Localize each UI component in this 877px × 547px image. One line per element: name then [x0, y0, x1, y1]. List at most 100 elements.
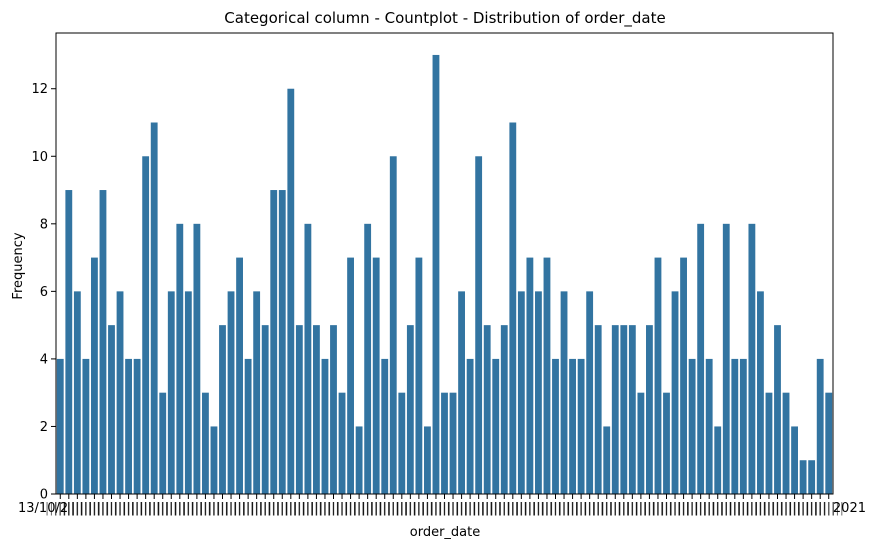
y-tick-label: 0	[40, 488, 48, 503]
x-tick-label: |||||||	[164, 501, 195, 516]
bar	[731, 358, 739, 494]
x-tick-label: |||||||	[506, 501, 537, 516]
x-tick-label: |||||||	[207, 501, 238, 516]
x-axis-label: order_date	[410, 525, 480, 540]
y-axis: 0 2 4 6 8 10 12	[31, 82, 56, 503]
y-tick-label: 4	[40, 352, 48, 367]
x-tick-label: |||||||	[600, 501, 631, 516]
bar	[108, 325, 115, 494]
x-tick-label-first: 13/10/2	[18, 501, 68, 516]
bar	[150, 122, 158, 494]
bar	[603, 426, 611, 494]
bar	[313, 325, 320, 494]
x-tick-label: |||||||	[233, 501, 264, 516]
bar	[594, 325, 602, 494]
bar	[475, 156, 483, 494]
x-tick-label: |||||||	[779, 501, 810, 516]
bar	[261, 325, 269, 494]
bar	[646, 325, 653, 494]
x-tick-label: |||||||	[122, 501, 153, 516]
x-tick-label: |||||||	[771, 501, 802, 516]
x-tick-label: |||||||	[386, 501, 417, 516]
bar	[398, 392, 406, 494]
x-tick-label: |||||||	[216, 501, 247, 516]
bar	[458, 291, 465, 494]
x-tick-label: |||||||	[173, 501, 204, 516]
bar	[202, 392, 209, 494]
x-tick-label: |||||||	[634, 501, 665, 516]
x-tick-label: |||||||	[395, 501, 426, 516]
x-tick-label: |||||||	[668, 501, 699, 516]
x-tick-label: |||||||	[438, 501, 469, 516]
bar	[253, 291, 261, 494]
bar	[586, 291, 594, 494]
bar	[176, 223, 184, 494]
bar	[219, 325, 226, 494]
bar	[492, 358, 500, 494]
x-tick-label: |||||||	[62, 501, 93, 516]
x-tick-label: |||||||	[258, 501, 289, 516]
x-tick-label: |||||||	[275, 501, 306, 516]
x-tick-label: |||||||	[344, 501, 375, 516]
bar	[65, 190, 73, 495]
x-tick-label: |||||||	[130, 501, 161, 516]
x-tick-label: |||||||	[190, 501, 221, 516]
x-tick-label: |||||||	[335, 501, 366, 516]
bar	[748, 223, 756, 494]
bar	[381, 358, 389, 494]
y-tick-label: 2	[40, 420, 48, 435]
x-tick-label: |||||||	[369, 501, 400, 516]
x-tick-label: |||||||	[182, 501, 213, 516]
y-tick-label: 12	[31, 82, 48, 97]
bar	[654, 257, 662, 494]
x-tick-label: |||||||	[523, 501, 554, 516]
x-tick-label: |||||||	[745, 501, 776, 516]
x-tick-label: |||||||	[651, 501, 682, 516]
x-tick-label: |||||||	[71, 501, 102, 516]
x-tick-label: |||||||	[574, 501, 605, 516]
bar	[330, 325, 337, 494]
bar	[278, 190, 286, 495]
x-tick-label: |||||||	[45, 501, 76, 516]
bar	[441, 392, 448, 494]
bar	[116, 291, 124, 494]
x-tick-label: |||||||	[489, 501, 520, 516]
x-tick-label: |||||||	[813, 501, 844, 516]
x-tick-label: |||||||	[694, 501, 725, 516]
bar	[424, 426, 431, 494]
bar	[705, 358, 713, 494]
x-tick-label: |||||||	[737, 501, 768, 516]
bar	[338, 392, 346, 494]
y-tick-label: 10	[31, 150, 48, 165]
bar	[415, 257, 423, 494]
x-tick-label: |||||||	[352, 501, 383, 516]
bar	[509, 122, 517, 494]
x-tick-label: |||||||	[446, 501, 477, 516]
y-tick-label: 6	[40, 285, 48, 300]
bar	[227, 291, 235, 494]
bar	[552, 358, 559, 494]
bar	[125, 358, 132, 494]
bar	[184, 291, 192, 494]
bar	[808, 460, 816, 494]
bar	[236, 257, 243, 494]
x-tick-label: |||||||	[88, 501, 119, 516]
bar	[722, 223, 730, 494]
bar	[167, 291, 175, 494]
x-tick-label: |||||||	[96, 501, 127, 516]
x-tick-label: |||||||	[532, 501, 563, 516]
x-tick-label: |||||||	[805, 501, 836, 516]
x-tick-label: |||||||	[404, 501, 435, 516]
bar	[671, 291, 679, 494]
bar	[133, 358, 141, 494]
x-tick-label: |||||||	[762, 501, 793, 516]
bar	[791, 426, 798, 494]
bar	[688, 358, 696, 494]
x-tick-label: |||||||	[463, 501, 494, 516]
bar	[569, 358, 576, 494]
bar	[526, 257, 534, 494]
bar	[142, 156, 150, 494]
bar	[449, 392, 457, 494]
bar	[193, 223, 201, 494]
